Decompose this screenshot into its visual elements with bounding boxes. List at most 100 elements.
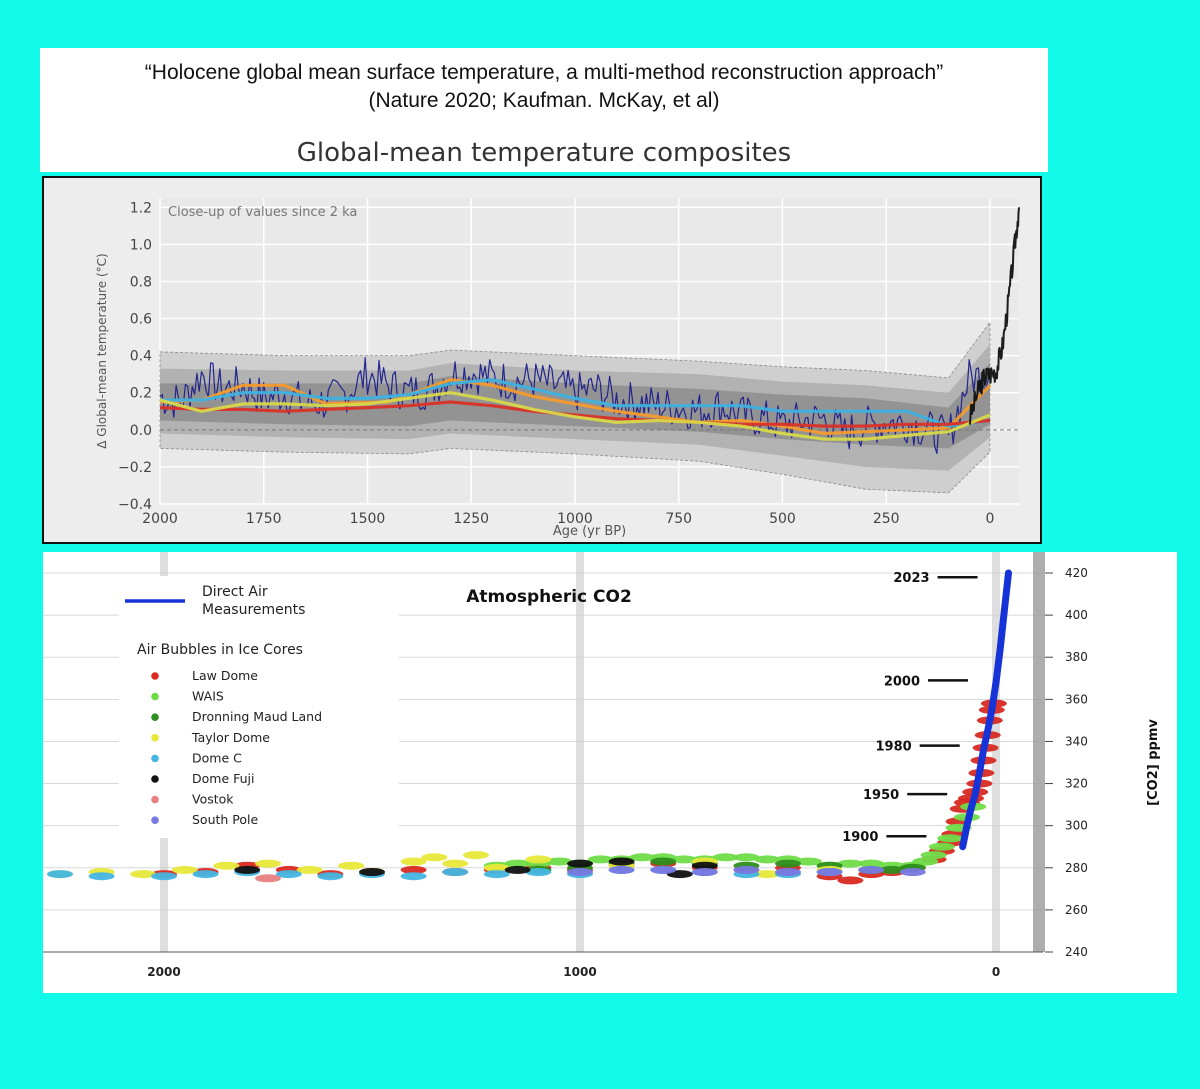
co2-y-tick-label: 280 [1065,861,1088,875]
co2-legend-box [119,576,399,838]
x-axis-label: Age (yr BP) [553,524,626,539]
ice-core-point-dome-c [400,872,427,881]
chart-annotation: Close-up of values since 2 ka [168,205,357,220]
ice-core-point-wais [546,857,573,866]
ice-core-point-dome-c [151,872,177,881]
ice-core-point-dome-c [88,872,115,881]
y-tick-label: −0.2 [118,460,152,476]
legend-direct-air-label-2: Measurements [202,602,305,618]
ice-core-point-law-dome [400,865,427,874]
ice-core-point-wais [795,857,822,866]
series-line-instrumental [968,207,1020,426]
co2-y-tick-label: 360 [1065,692,1088,706]
year-label: 2000 [884,674,920,689]
series-line-cyan-composite [160,378,991,428]
year-label: 1900 [842,830,878,845]
ice-core-point-wais [629,853,656,862]
co2-y-tick-label: 380 [1065,650,1088,664]
ice-core-point-wais [733,853,760,862]
ice-core-point-south-pole [816,868,843,876]
ice-core-point-dome-fuji [234,865,261,874]
ice-core-point-taylor-dome [754,870,781,879]
ice-core-point-dome-c [317,872,344,881]
legend-swatch-law-dome [151,672,159,680]
co2-chart: 2023 2000 1980 1950 1900 2000 1000 0 240 260 280 30… [43,552,1177,993]
ice-core-point-wais [858,859,885,868]
legend-direct-air-label-1: Direct Air [202,584,268,600]
ice-core-point-wais [837,859,864,868]
co2-chart-panel: 2023 2000 1980 1950 1900 2000 1000 0 240 260 280 30… [43,552,1177,993]
legend-swatch-dome-c [151,754,159,763]
legend-label-dronning-maud-land: Dronning Maud Land [192,709,322,724]
ice-core-point-dome-c [442,868,469,876]
ice-core-point-south-pole [775,868,801,876]
ice-core-point-taylor-dome [400,857,427,866]
ice-core-point-wais [920,851,947,860]
legend-swatch-dome-fuji [151,775,159,783]
ice-core-point-wais [754,855,781,864]
ice-core-point-south-pole [608,865,635,874]
ice-core-point-wais [928,842,955,851]
legend-swatch-taylor-dome [151,734,159,742]
temperature-chart-panel: 2000 1750 1500 1250 1000 750 500 250 0 −0.4 −0.2 0.… [42,176,1042,544]
y-tick-label: 0.8 [130,274,152,290]
ice-core-point-wais [712,853,739,862]
y-tick-label: 0.4 [130,349,152,365]
co2-y-tick-label: 340 [1065,734,1088,748]
ice-core-point-wais [937,834,964,843]
ice-core-point-dome-c [47,870,73,879]
temperature-chart: 2000 1750 1500 1250 1000 750 500 250 0 −0.4 −0.2 0.… [95,198,1020,539]
co2-y-tick-label: 240 [1065,945,1088,959]
legend-label-wais: WAIS [192,689,224,704]
y-tick-label: 0.6 [130,312,152,328]
ice-core-point-south-pole [567,868,593,876]
ice-core-point-taylor-dome [442,859,469,868]
series-line-yellow-composite [159,391,991,441]
ice-core-point-dome-fuji [504,865,531,874]
direct-air-line [959,569,1012,851]
series-line-high-resolution-composite [159,357,991,454]
co2-x-tick-label: 1000 [563,965,596,979]
ice-core-point-dome-c [275,870,302,879]
ice-core-point-taylor-dome [130,870,157,879]
legend-label-dome-c: Dome C [192,750,242,765]
ice-core-point-taylor-dome [463,851,489,860]
year-label: 1950 [863,788,899,803]
ice-core-point-dome-fuji [567,859,593,868]
co2-legend: Direct Air Measurements Air Bubbles in Ice… [119,576,399,838]
ice-core-point-wais [587,855,614,864]
ice-core-point-dronning-maud-land [650,857,677,866]
ice-core-point-south-pole [733,865,760,874]
ice-core-point-vostok [255,874,281,883]
paper-citation-source: (Nature 2020; Kaufman. McKay, et al) [368,89,720,112]
x-tick-label: 250 [873,511,900,527]
co2-x-tick-label: 0 [992,965,1000,979]
x-tick-label: 2000 [142,511,178,527]
ice-core-point-taylor-dome [171,865,198,874]
ice-core-point-taylor-dome [421,853,448,862]
ice-core-point-dome-c [483,870,510,879]
ice-core-point-south-pole [691,868,718,876]
y-tick-label: −0.4 [118,497,152,513]
y-tick-label: 0.2 [130,386,152,402]
ice-core-point-south-pole [899,868,926,876]
co2-y-tick-label: 420 [1065,566,1088,580]
legend-label-south-pole: South Pole [192,812,259,827]
ice-core-point-dronning-maud-land [879,865,905,874]
x-tick-label: 0 [985,511,994,527]
co2-y-tick-label: 320 [1065,777,1088,791]
ice-core-point-dronning-maud-land [775,859,801,868]
x-tick-label: 1250 [453,511,489,527]
co2-y-tick-label: 300 [1065,819,1088,833]
y-tick-label: 0.0 [130,423,152,439]
x-tick-label: 1750 [246,511,282,527]
ice-core-point-wais [504,859,531,868]
ice-core-point-dome-fuji [691,861,718,870]
ice-core-point-wais [912,857,939,866]
legend-ice-core-title: Air Bubbles in Ice Cores [137,642,303,658]
x-tick-label: 750 [665,511,692,527]
co2-y-tick-label: 260 [1065,903,1088,917]
ice-core-point-taylor-dome [525,855,552,864]
chart-title: Global-mean temperature composites [296,138,792,168]
ice-core-point-dome-fuji [608,857,635,866]
